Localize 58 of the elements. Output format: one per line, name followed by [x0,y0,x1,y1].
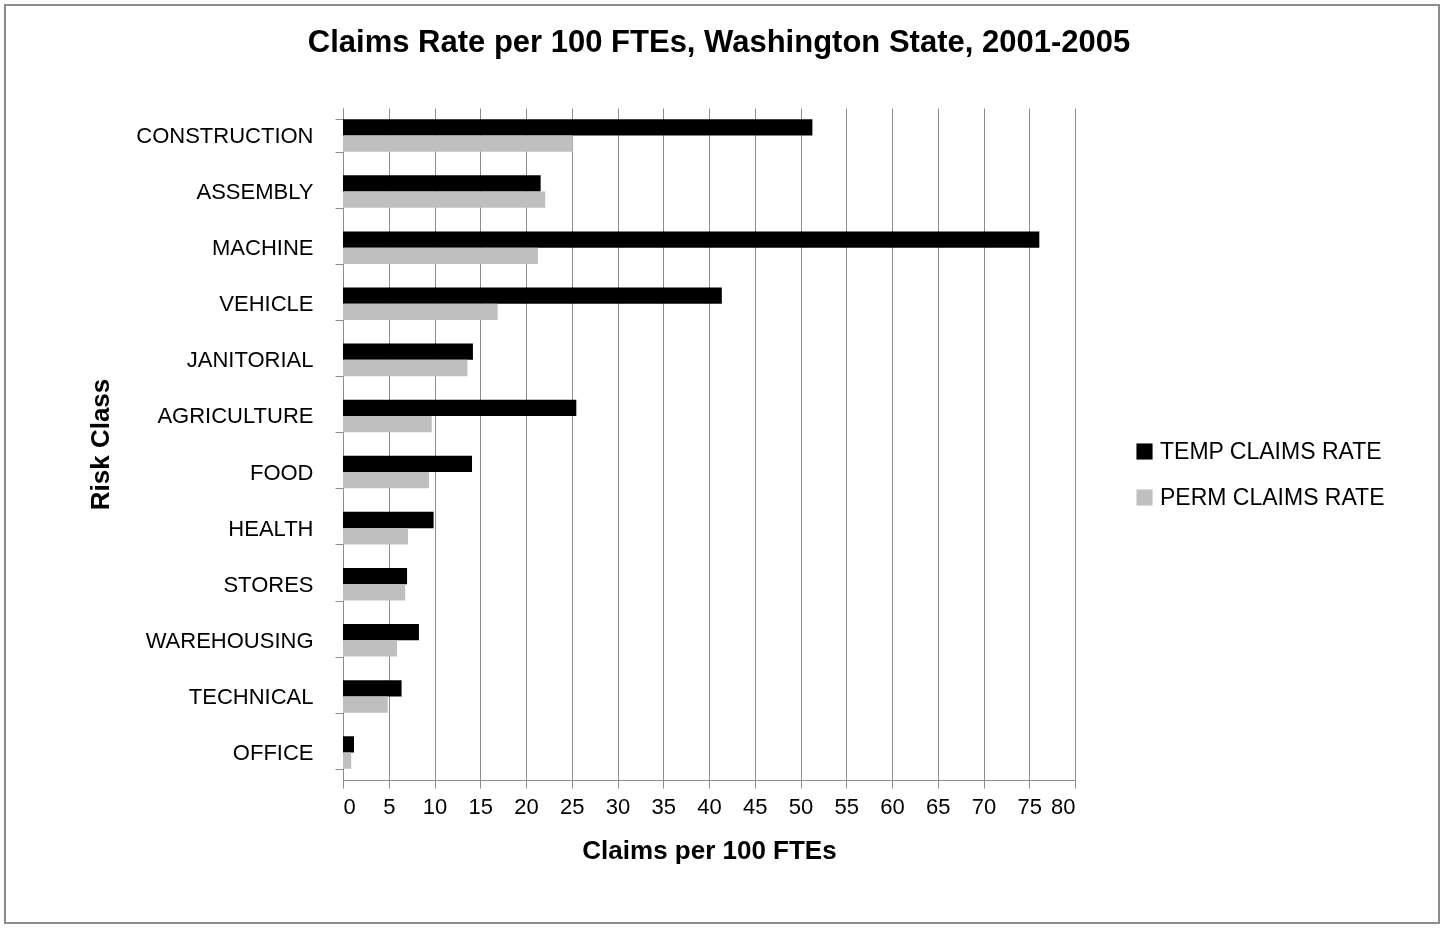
x-tick-label: 40 [697,793,722,819]
x-tick-label: 20 [514,793,539,819]
bar [343,472,430,489]
x-tick-label: 0 [343,793,356,819]
x-tick-label: 30 [605,793,631,819]
bar [343,231,1040,248]
x-tick-label: 45 [743,793,768,819]
bar [343,119,813,136]
bar [343,287,722,304]
x-tick-label: 50 [788,793,814,819]
bar [343,135,573,152]
bar [343,415,432,433]
bar [343,399,577,416]
y-tick-label: CONSTRUCTION [136,122,314,148]
bar [343,191,546,208]
x-axis-title: Claims per 100 FTEs [582,834,837,865]
x-tick-label: 25 [560,793,585,819]
bar [343,247,538,264]
x-tick-label: 5 [383,793,396,819]
x-tick-label: 65 [926,793,951,819]
legend-label: TEMP CLAIMS RATE [1160,437,1382,464]
bar [343,175,541,192]
bar [343,528,408,545]
legend-label: PERM CLAIMS RATE [1160,483,1385,510]
y-tick-label: ASSEMBLY [196,179,314,205]
y-tick-label: AGRICULTURE [157,403,314,429]
x-tick-label: 10 [422,793,448,819]
bar [343,303,498,321]
y-tick-label: OFFICE [232,740,314,766]
x-tick-label: 35 [651,793,676,819]
y-tick-label: WAREHOUSING [145,627,314,653]
x-tick-label: 80 [1051,793,1076,819]
bar [343,752,352,769]
y-tick-label: VEHICLE [219,291,314,317]
bar [343,624,419,641]
y-tick-label: STORES [223,571,314,597]
y-tick-label: TECHNICAL [188,683,314,709]
bar [343,359,468,377]
y-axis-title: Risk Class [84,378,115,511]
chart-title: Claims Rate per 100 FTEs, Washington State, 2001-2005 [307,24,1131,59]
bar [343,584,406,601]
bar [343,736,354,753]
x-tick-label: 70 [971,793,997,819]
bar [343,455,473,473]
y-tick-label: FOOD [249,459,314,485]
y-tick-label: MACHINE [212,235,314,261]
y-tick-label: HEALTH [228,515,314,541]
bar [343,511,434,529]
x-tick-label: 55 [834,793,859,819]
x-tick-label: 60 [880,793,905,819]
bar [343,696,388,713]
bar [343,343,473,360]
x-tick-label: 75 [1017,793,1042,819]
y-tick-label: JANITORIAL [186,347,314,373]
bar [343,680,402,697]
bar [343,567,408,585]
bar [343,640,397,657]
x-tick-label: 15 [468,793,493,819]
